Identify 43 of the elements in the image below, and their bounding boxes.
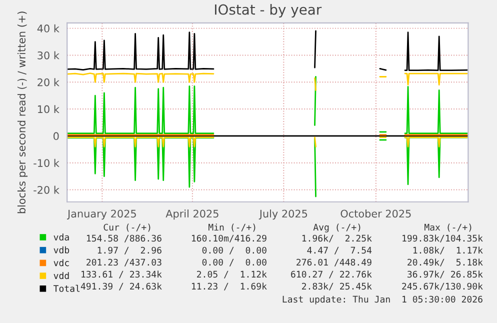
y-tick-label: -10 k <box>34 158 60 167</box>
legend-label: vdc <box>54 259 69 266</box>
y-tick-label: 0 <box>54 132 59 140</box>
text: 0.00 / 0.00 <box>202 258 266 266</box>
text: 1.08k/ 1.17k <box>413 246 483 254</box>
text: 2.05 / 1.12k <box>197 270 267 278</box>
text: Min (-/+) <box>208 224 256 232</box>
text: 610.27 / 22.76k <box>291 270 372 278</box>
legend-label: vdd <box>54 272 69 280</box>
x-tick-label: October 2025 <box>340 210 411 218</box>
text: Cur (-/+) <box>104 224 150 232</box>
legend-label: Total <box>54 284 80 292</box>
text: 160.10m/416.29 <box>192 234 266 242</box>
x-tick-label: April 2025 <box>166 210 218 220</box>
y-tick-label: 30 k <box>38 51 60 60</box>
x-tick-label: January 2025 <box>66 210 136 220</box>
text: Max (-/+) <box>424 224 472 232</box>
y-tick-label: 40 k <box>37 24 60 32</box>
x-tick-label: July 2025 <box>258 210 308 220</box>
text: 0.00 / 0.00 <box>202 246 266 254</box>
text: 276.01 /448.49 <box>296 258 372 266</box>
text: 2.83k/ 25.45k <box>302 282 372 290</box>
chart-title: IOstat - by year <box>215 4 322 18</box>
text: 20.49k/ 5.18k <box>408 258 483 266</box>
text: 201.23 /437.03 <box>86 258 162 266</box>
y-tick-label: -20 k <box>34 186 60 194</box>
legend-label: vda <box>54 234 69 241</box>
text: 154.58 /886.36 <box>86 234 162 242</box>
text: 199.83k/104.35k <box>402 234 483 242</box>
text: 1.96k/ 2.25k <box>302 234 372 242</box>
legend-label: vdb <box>54 246 70 254</box>
y-axis-title: blocks per second read (-) / written (+) <box>17 12 28 214</box>
text: 1.97 / 2.96 <box>98 246 162 254</box>
text: Last update: Thu Jan 1 05:30:00 2026 <box>282 296 482 304</box>
text: 245.67k/130.90k <box>402 282 483 290</box>
text: 11.23 / 1.69k <box>192 282 267 290</box>
y-tick-label: 10 k <box>38 105 60 114</box>
text: 36.97k/ 26.85k <box>408 270 483 278</box>
text: 4.47 / 7.54 <box>307 246 372 254</box>
text: Avg (-/+) <box>313 224 360 232</box>
text: 491.39 / 24.63k <box>80 282 162 290</box>
y-tick-label: 20 k <box>38 78 60 86</box>
text: 133.61 / 23.34k <box>82 270 162 278</box>
